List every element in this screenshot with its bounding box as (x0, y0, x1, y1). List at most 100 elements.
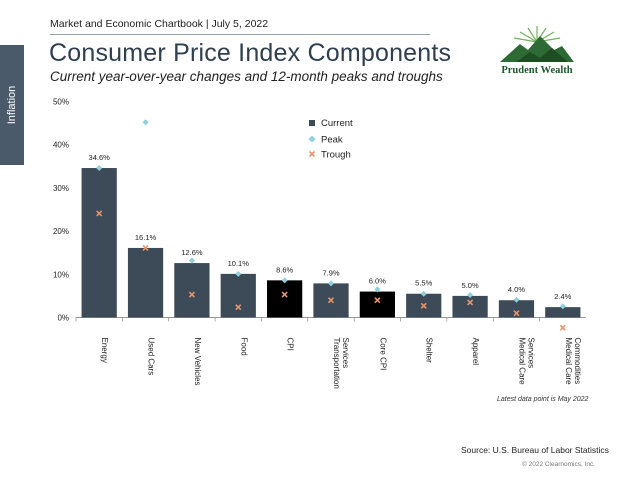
category-label-line: New Vehicles (193, 338, 202, 386)
legend-peak-swatch (308, 135, 316, 143)
bar-current-6 (359, 291, 395, 318)
category-label-line: Services (526, 338, 535, 369)
value-label-7: 5.5% (415, 279, 432, 288)
trough-marker-6 (374, 297, 381, 304)
legend-trough-swatch (308, 150, 316, 158)
section-tab[interactable]: Inflation (0, 45, 24, 165)
category-label-9: Medical CareServices (517, 338, 535, 386)
bar-current-8 (452, 295, 488, 318)
legend-trough-label: Trough (321, 150, 351, 161)
bar-current-0 (81, 168, 117, 318)
peak-marker-10 (559, 303, 566, 310)
trough-marker-9 (513, 310, 520, 317)
category-label-7: Shelter (425, 338, 434, 364)
trough-marker-4 (281, 291, 288, 298)
trough-marker-3 (235, 304, 242, 311)
bar-current-10 (545, 307, 581, 318)
peak-marker-0 (96, 165, 103, 172)
chart-title: Consumer Price Index Components (49, 39, 452, 67)
trough-marker-7 (420, 302, 427, 309)
category-label-line: Medical Care (564, 338, 573, 386)
category-label-line: Shelter (425, 338, 434, 364)
category-label-5: TransportationServices (332, 338, 350, 389)
trough-stroke (281, 291, 288, 298)
category-label-3: Food (239, 338, 248, 356)
category-label-line: Food (239, 338, 248, 356)
category-label-4: CPI (286, 338, 295, 351)
data-source: Source: U.S. Bureau of Labor Statistics (461, 445, 609, 455)
trough-marker-2 (188, 291, 195, 298)
category-label-8: Apparel (471, 338, 480, 366)
brand-logo: Prudent Wealth (492, 22, 582, 80)
y-tick-label: 40% (53, 141, 69, 150)
value-label-1: 16.1% (135, 233, 157, 242)
legend-current-swatch (309, 120, 315, 126)
y-tick-label: 10% (53, 270, 69, 279)
trough-stroke (374, 297, 381, 304)
peak-marker-7 (420, 290, 427, 297)
chartbook-header: Market and Economic Chartbook | July 5, … (50, 18, 269, 30)
bar-current-4 (267, 280, 303, 318)
value-label-5: 7.9% (322, 268, 339, 277)
brand-name: Prudent Wealth (501, 65, 573, 76)
category-label-line: Apparel (471, 338, 480, 366)
trough-stroke (420, 302, 427, 309)
peak-marker-8 (467, 292, 474, 299)
peak-marker-2 (188, 257, 195, 264)
value-label-8: 5.0% (462, 281, 479, 290)
value-label-10: 2.4% (554, 292, 571, 301)
value-label-0: 34.6% (89, 153, 111, 162)
trough-marker-8 (467, 299, 474, 306)
category-label-line: Services (341, 338, 350, 369)
mountain-icon (500, 26, 574, 62)
trough-marker-1 (142, 244, 149, 252)
value-label-6: 6.0% (369, 277, 386, 286)
trough-stroke (467, 299, 474, 306)
category-label-0: Energy (100, 338, 109, 363)
category-label-10: Medical CareCommodities (564, 338, 582, 386)
trough-stroke (513, 310, 520, 317)
category-label-6: Core CPI (378, 338, 387, 371)
legend-peak-label: Peak (321, 135, 343, 146)
trough-stroke (235, 304, 242, 311)
chart-subtitle: Current year-over-year changes and 12-mo… (50, 69, 443, 84)
copyright: © 2022 Clearnomics, Inc. (522, 461, 596, 468)
category-label-line: Medical Care (517, 338, 526, 386)
bar-current-2 (174, 263, 210, 318)
category-label-line: Used Cars (147, 338, 156, 376)
trough-stroke (188, 291, 195, 298)
y-tick-label: 50% (53, 98, 69, 107)
trough-marker-0 (96, 210, 103, 217)
category-label-line: Transportation (332, 338, 341, 389)
value-label-2: 12.6% (181, 248, 203, 257)
bar-current-1 (127, 247, 164, 318)
trough-stroke (559, 324, 566, 331)
category-label-line: Core CPI (378, 338, 387, 371)
cpi-components-chart: 0% 10% 20% 30% 40% 50% 34.6% Energy 16.1% Used Ca… (53, 98, 586, 389)
value-label-3: 10.1% (228, 259, 250, 268)
peak-marker-5 (328, 280, 334, 287)
trough-marker-5 (327, 297, 335, 304)
value-label-9: 4.0% (508, 285, 525, 294)
peak-marker-4 (281, 277, 288, 284)
chart-footnote: Latest data point is May 2022 (497, 396, 589, 403)
value-label-4: 8.6% (276, 265, 293, 274)
peak-marker-3 (235, 270, 242, 277)
category-label-line: Energy (100, 338, 109, 363)
category-label-line: CPI (286, 338, 295, 351)
y-tick-label: 30% (53, 184, 69, 193)
category-label-1: Used Cars (147, 338, 156, 376)
category-label-2: New Vehicles (193, 338, 202, 386)
trough-stroke (327, 297, 335, 304)
trough-marker-10 (559, 324, 566, 331)
y-tick-label: 0% (57, 314, 69, 323)
legend-current-label: Current (321, 118, 353, 129)
peak-marker-9 (513, 296, 520, 303)
trough-stroke (96, 210, 103, 217)
bar-current-9 (498, 300, 535, 318)
peak-marker-1 (142, 119, 149, 126)
header-divider (50, 34, 430, 35)
category-label-line: Commodities (573, 338, 582, 385)
trough-stroke (308, 150, 316, 158)
trough-stroke (142, 244, 149, 252)
